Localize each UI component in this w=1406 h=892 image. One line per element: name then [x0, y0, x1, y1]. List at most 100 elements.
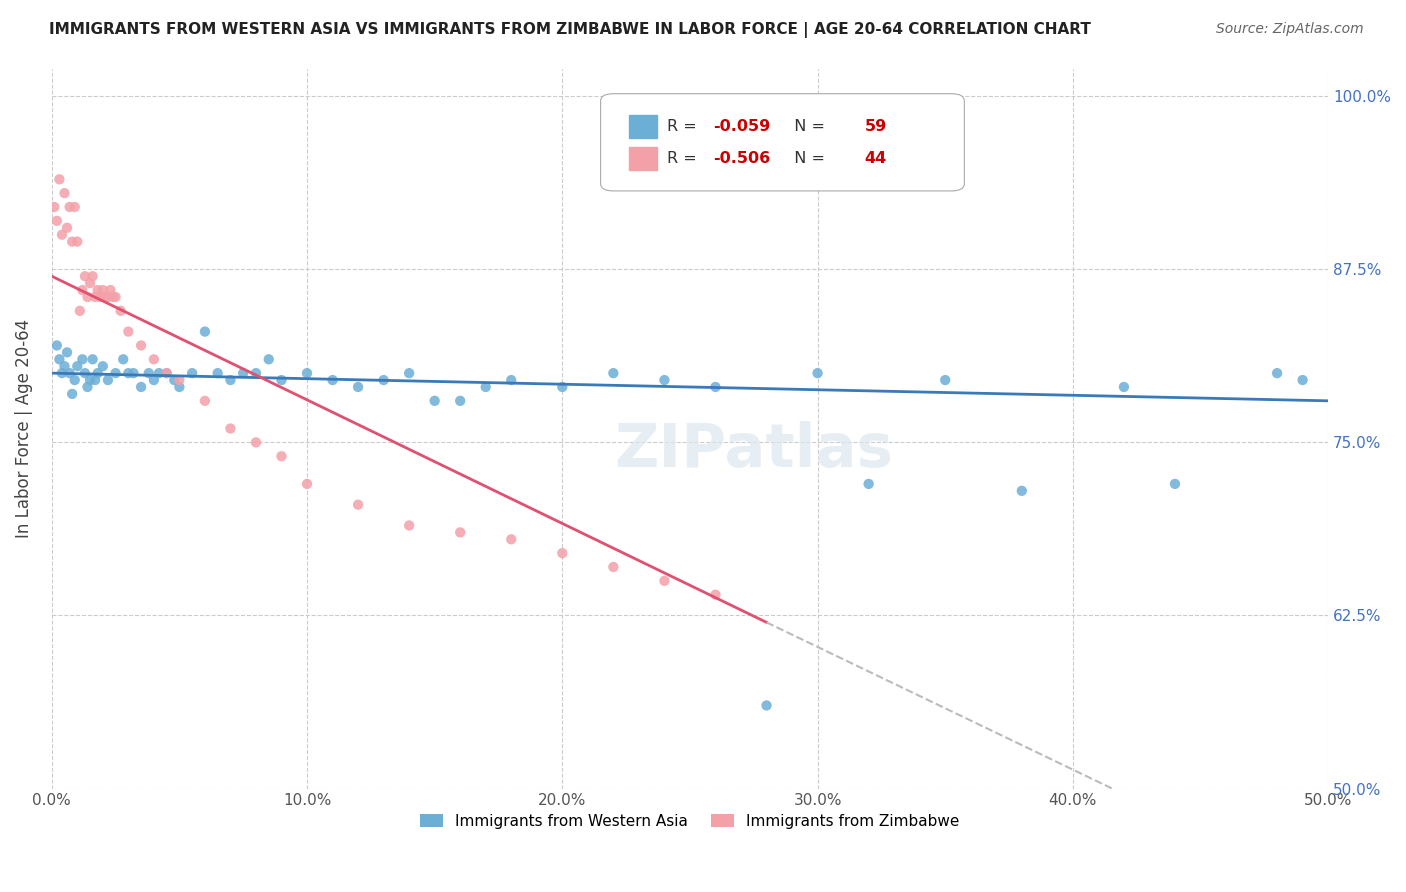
Text: IMMIGRANTS FROM WESTERN ASIA VS IMMIGRANTS FROM ZIMBABWE IN LABOR FORCE | AGE 20: IMMIGRANTS FROM WESTERN ASIA VS IMMIGRAN… [49, 22, 1091, 38]
Point [129, 380, 152, 394]
Text: -0.059: -0.059 [713, 119, 770, 134]
Point [104, 366, 127, 380]
Legend: Immigrants from Western Asia, Immigrants from Zimbabwe: Immigrants from Western Asia, Immigrants… [415, 807, 966, 835]
Point [169, 380, 191, 394]
Point [474, 380, 496, 394]
Point [245, 435, 267, 450]
Bar [628, 147, 657, 170]
Point [373, 373, 395, 387]
Y-axis label: In Labor Force | Age 20-64: In Labor Force | Age 20-64 [15, 319, 32, 538]
Point [654, 373, 676, 387]
Point [219, 421, 242, 435]
Point [56, 345, 79, 359]
Point [449, 525, 471, 540]
Point [94, 290, 117, 304]
Point [501, 373, 523, 387]
Point [858, 476, 880, 491]
Point [53, 359, 76, 374]
Point [398, 366, 420, 380]
Text: R =: R = [666, 151, 702, 166]
Text: -0.506: -0.506 [713, 151, 770, 166]
Point [79, 373, 101, 387]
Point [449, 393, 471, 408]
Point [86, 283, 108, 297]
Point [84, 373, 107, 387]
Point [270, 373, 292, 387]
Point [654, 574, 676, 588]
Point [84, 290, 107, 304]
Point [704, 380, 727, 394]
Point [704, 588, 727, 602]
Point [1265, 366, 1288, 380]
Point [806, 366, 828, 380]
Point [82, 269, 104, 284]
Point [551, 380, 574, 394]
Point [602, 560, 624, 574]
Point [91, 283, 114, 297]
Point [79, 276, 101, 290]
Point [347, 380, 370, 394]
Point [56, 220, 79, 235]
Point [45, 338, 67, 352]
Point [1291, 373, 1313, 387]
Point [100, 283, 122, 297]
Point [117, 325, 139, 339]
Point [63, 200, 86, 214]
Point [110, 303, 132, 318]
Text: Source: ZipAtlas.com: Source: ZipAtlas.com [1216, 22, 1364, 37]
Text: N =: N = [785, 151, 831, 166]
FancyBboxPatch shape [600, 94, 965, 191]
Point [129, 338, 152, 352]
Point [60, 387, 83, 401]
Point [86, 366, 108, 380]
Point [72, 283, 94, 297]
Text: ZIPatlas: ZIPatlas [614, 421, 893, 480]
Point [169, 373, 191, 387]
Point [295, 366, 318, 380]
Point [122, 366, 145, 380]
Point [72, 352, 94, 367]
Text: R =: R = [666, 119, 702, 134]
Point [423, 393, 446, 408]
Point [219, 373, 242, 387]
Point [97, 290, 120, 304]
Point [142, 373, 165, 387]
Point [69, 303, 91, 318]
Point [1164, 476, 1187, 491]
Point [295, 476, 318, 491]
Point [73, 366, 96, 380]
Point [82, 352, 104, 367]
Point [117, 366, 139, 380]
Point [97, 373, 120, 387]
Point [232, 366, 254, 380]
Point [934, 373, 956, 387]
Point [66, 359, 89, 374]
Point [270, 449, 292, 463]
Point [44, 200, 66, 214]
Point [45, 214, 67, 228]
Point [163, 373, 186, 387]
Point [76, 380, 98, 394]
Point [91, 359, 114, 374]
Text: N =: N = [785, 119, 831, 134]
Text: 44: 44 [865, 151, 887, 166]
Point [1112, 380, 1135, 394]
Point [322, 373, 344, 387]
Point [245, 366, 267, 380]
Point [60, 235, 83, 249]
Point [1011, 483, 1033, 498]
Point [112, 352, 135, 367]
Point [66, 235, 89, 249]
Point [207, 366, 229, 380]
Point [148, 366, 170, 380]
Point [89, 290, 111, 304]
Point [194, 325, 217, 339]
Point [51, 366, 73, 380]
Point [551, 546, 574, 560]
Text: 59: 59 [865, 119, 887, 134]
Point [59, 200, 82, 214]
Point [156, 366, 179, 380]
Point [194, 393, 217, 408]
Point [73, 269, 96, 284]
Point [101, 290, 124, 304]
